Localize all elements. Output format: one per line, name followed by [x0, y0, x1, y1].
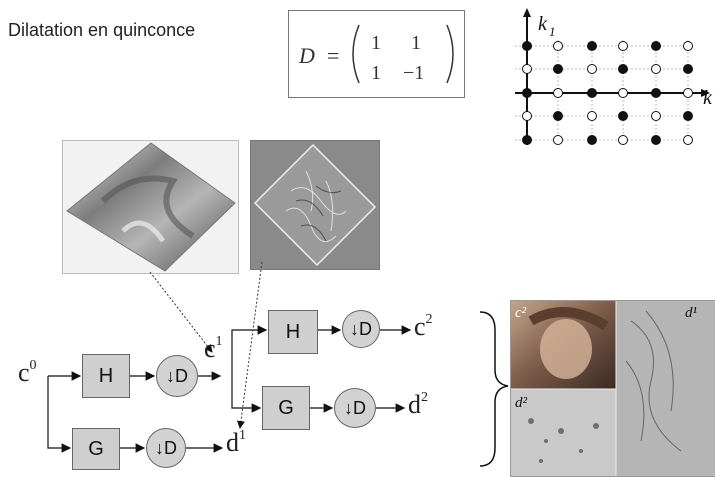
lena-d1-quadrant — [616, 301, 715, 476]
filter-h-level2: H — [268, 310, 318, 354]
lena-c2-label: c² — [515, 305, 527, 321]
signal-d1: d1 — [226, 427, 246, 457]
pointer-detail-to-d1 — [236, 261, 263, 429]
filter-g-level2: G — [262, 386, 310, 430]
k1-label: k — [538, 13, 548, 35]
matrix-equals: = — [327, 43, 339, 68]
matrix-formula: D = 1 1 1 −1 — [298, 24, 454, 84]
signal-c1: c1 — [204, 333, 223, 363]
matrix-r2c2: −1 — [403, 62, 424, 84]
rotated-lena-approx — [66, 142, 236, 272]
slide-title: Dilatation en quinconce — [8, 20, 196, 40]
downsample-level2-bottom: ↓D — [334, 388, 376, 428]
right-paren — [446, 24, 454, 84]
k1-arrow-icon — [523, 8, 531, 17]
signal-c0: c0 — [18, 357, 37, 387]
downsample-level1-bottom: ↓D — [146, 428, 186, 468]
curly-brace — [479, 311, 509, 467]
filter-h-level1: H — [82, 354, 130, 398]
lattice-points — [522, 41, 693, 145]
signal-d2: d2 — [408, 389, 428, 419]
lena-d1-label: d¹ — [685, 305, 698, 321]
matrix-r2c1: 1 — [371, 62, 381, 84]
lena-decomposition-image: c² d¹ d² — [510, 300, 715, 477]
lena-d2-label: d² — [515, 395, 528, 411]
rotated-lena-detail — [253, 143, 377, 267]
k2-label: k — [703, 87, 713, 109]
left-paren — [352, 24, 360, 84]
signal-c2: c2 — [414, 311, 433, 341]
k1-subscript: 1 — [549, 24, 556, 39]
quincunx-lattice: k 1 k — [515, 8, 713, 145]
k2-arrow-icon — [701, 89, 710, 97]
pointer-approx-to-c1 — [149, 271, 213, 353]
downsample-level2-top: ↓D — [342, 310, 380, 348]
filter-g-level1: G — [72, 428, 120, 470]
downsample-level1-top: ↓D — [156, 355, 198, 397]
matrix-r1c1: 1 — [371, 32, 381, 54]
approximation-image-frame — [62, 140, 239, 274]
matrix-box: D = 1 1 1 −1 — [288, 10, 465, 98]
detail-image — [253, 143, 377, 267]
approximation-image — [66, 142, 236, 272]
matrix-r1c2: 1 — [411, 32, 421, 54]
matrix-lhs: D — [298, 43, 315, 68]
detail-image-frame — [250, 140, 380, 270]
